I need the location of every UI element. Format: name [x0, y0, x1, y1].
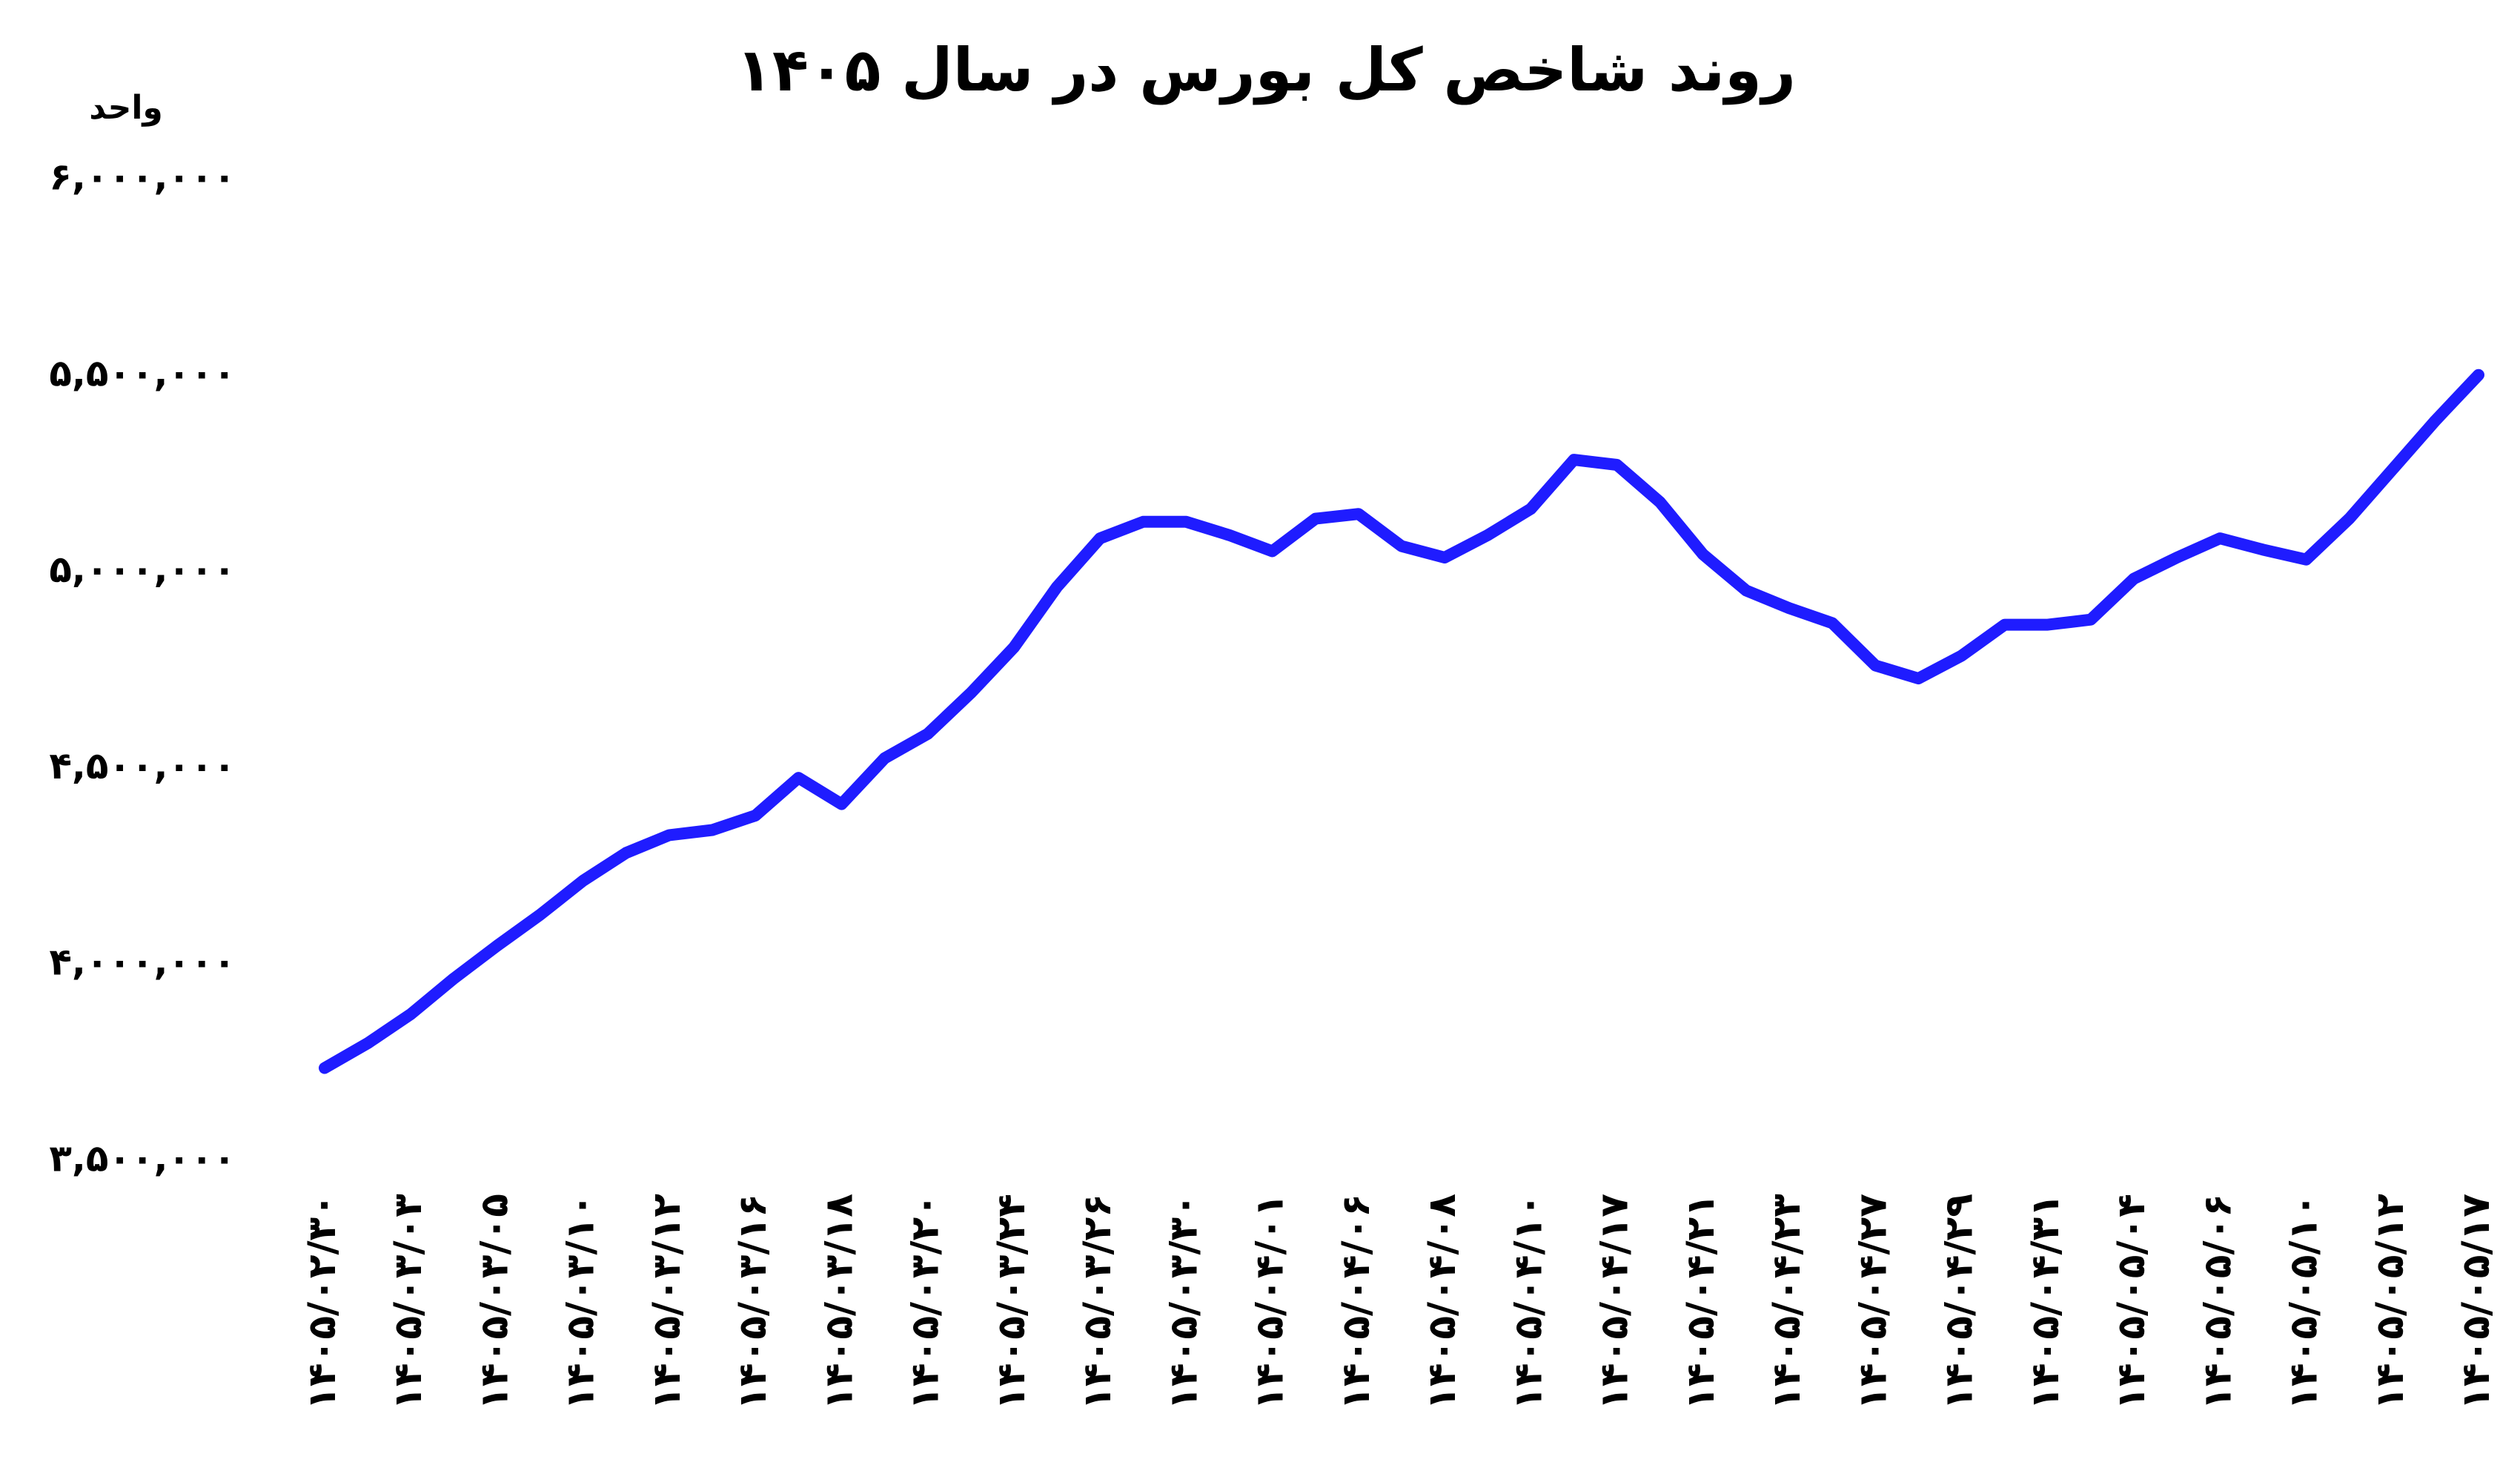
y-tick-label: ۴,۵۰۰,۰۰۰: [49, 744, 236, 787]
x-tick-label: ۱۴۰۵/۰۳/۰۵: [472, 1194, 517, 1410]
data-line: [319, 368, 2484, 1074]
x-tick-label: ۱۴۰۵/۰۴/۱۰: [1506, 1194, 1551, 1410]
x-tick-label: ۱۴۰۵/۰۵/۱۰: [2282, 1194, 2327, 1410]
x-tick-label: ۱۴۰۵/۰۳/۰۳: [386, 1194, 431, 1410]
x-tick-label: ۱۴۰۵/۰۳/۱۶: [731, 1194, 775, 1410]
x-tick-label: ۱۴۰۵/۰۵/۱۲: [2368, 1194, 2413, 1410]
y-tick-label: ۵,۰۰۰,۰۰۰: [49, 548, 236, 591]
x-tick-label: ۱۴۰۵/۰۳/۲۰: [903, 1194, 948, 1410]
x-tick-label: ۱۴۰۵/۰۴/۰۱: [1248, 1194, 1293, 1410]
x-tick-label: ۱۴۰۵/۰۳/۱۰: [559, 1194, 603, 1410]
x-tick-label: ۱۴۰۵/۰۴/۲۱: [1679, 1194, 1723, 1410]
x-tick-label: ۱۴۰۵/۰۳/۲۶: [1075, 1194, 1120, 1410]
x-tick-label: ۱۴۰۵/۰۲/۳۰: [300, 1194, 345, 1410]
x-tick-label: ۱۴۰۵/۰۵/۰۴: [2109, 1194, 2154, 1410]
y-tick-label: ۶,۰۰۰,۰۰۰: [49, 156, 236, 199]
x-tick-label: ۱۴۰۵/۰۴/۱۷: [1593, 1194, 1637, 1410]
y-tick-label: ۵,۵۰۰,۰۰۰: [49, 351, 236, 394]
x-tick-label: ۱۴۰۵/۰۳/۱۸: [817, 1194, 861, 1410]
x-tick-label: ۱۴۰۵/۰۳/۲۴: [989, 1194, 1034, 1410]
x-tick-label: ۱۴۰۵/۰۳/۳۰: [1161, 1194, 1206, 1410]
y-tick-label: ۳,۵۰۰,۰۰۰: [49, 1137, 236, 1180]
x-tick-label: ۱۴۰۵/۰۴/۲۷: [1851, 1194, 1895, 1410]
x-tick-label: ۱۴۰۵/۰۴/۲۳: [1765, 1194, 1809, 1410]
y-axis-label: واحد: [89, 89, 163, 127]
x-tick-label: ۱۴۰۵/۰۵/۰۶: [2195, 1194, 2240, 1410]
x-tick-label: ۱۴۰۵/۰۵/۱۷: [2454, 1194, 2499, 1410]
x-tick-label: ۱۴۰۵/۰۳/۱۲: [645, 1194, 689, 1410]
x-tick-label: ۱۴۰۵/۰۴/۲۹: [1937, 1194, 1982, 1410]
x-tick-label: ۱۴۰۵/۰۴/۳۱: [2023, 1194, 2068, 1410]
x-tick-label: ۱۴۰۵/۰۴/۰۶: [1334, 1194, 1379, 1410]
chart-title: روند شاخص کل بورس در سال ۱۴۰۵: [736, 36, 1796, 105]
x-tick-label: ۱۴۰۵/۰۴/۰۸: [1420, 1194, 1465, 1410]
y-tick-label: ۴,۰۰۰,۰۰۰: [49, 941, 236, 984]
